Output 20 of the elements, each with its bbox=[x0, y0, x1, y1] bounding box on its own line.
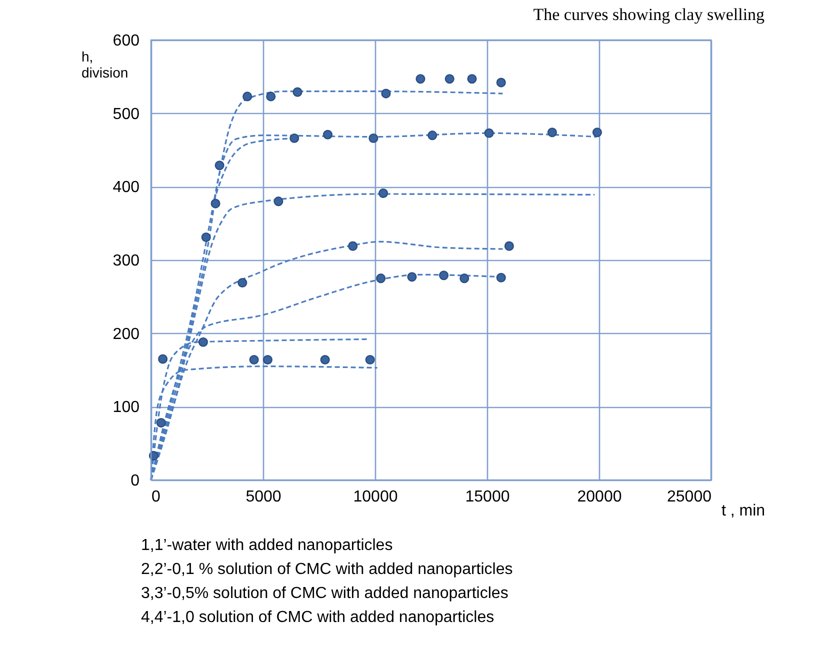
chart-title: The curves showing clay swelling bbox=[533, 5, 766, 24]
text: 1,1’-water with added nanoparticles bbox=[141, 537, 393, 554]
text: 2,2’-0,1 % solution of CMC with added nanoparticles bbox=[141, 561, 513, 578]
x-tick-label: 20000 bbox=[577, 488, 622, 506]
y-tick-label: 400 bbox=[112, 179, 140, 196]
text: 4,4’-1,0 solution of CMC with added nanoparticles bbox=[141, 609, 494, 626]
x-axis-title: t , min bbox=[722, 502, 766, 520]
y-tick-label: 600 bbox=[112, 32, 140, 50]
y-tick-label: 200 bbox=[112, 326, 140, 343]
y-tick-label: 300 bbox=[112, 252, 140, 270]
x-tick-label: 0 bbox=[152, 488, 160, 506]
y-tick-label: 500 bbox=[112, 106, 140, 123]
text: 3,3’-0,5% solution of CMC with added nanoparticles bbox=[141, 585, 508, 602]
y-tick-label: 0 bbox=[130, 472, 140, 490]
x-tick-label: 5000 bbox=[246, 488, 282, 506]
x-tick-label: 15000 bbox=[465, 488, 510, 506]
y-tick-label: 100 bbox=[112, 399, 140, 416]
x-tick-label: 10000 bbox=[353, 488, 398, 506]
y-axis-title: h, division bbox=[82, 48, 128, 80]
x-tick-label: 25000 bbox=[667, 488, 712, 506]
